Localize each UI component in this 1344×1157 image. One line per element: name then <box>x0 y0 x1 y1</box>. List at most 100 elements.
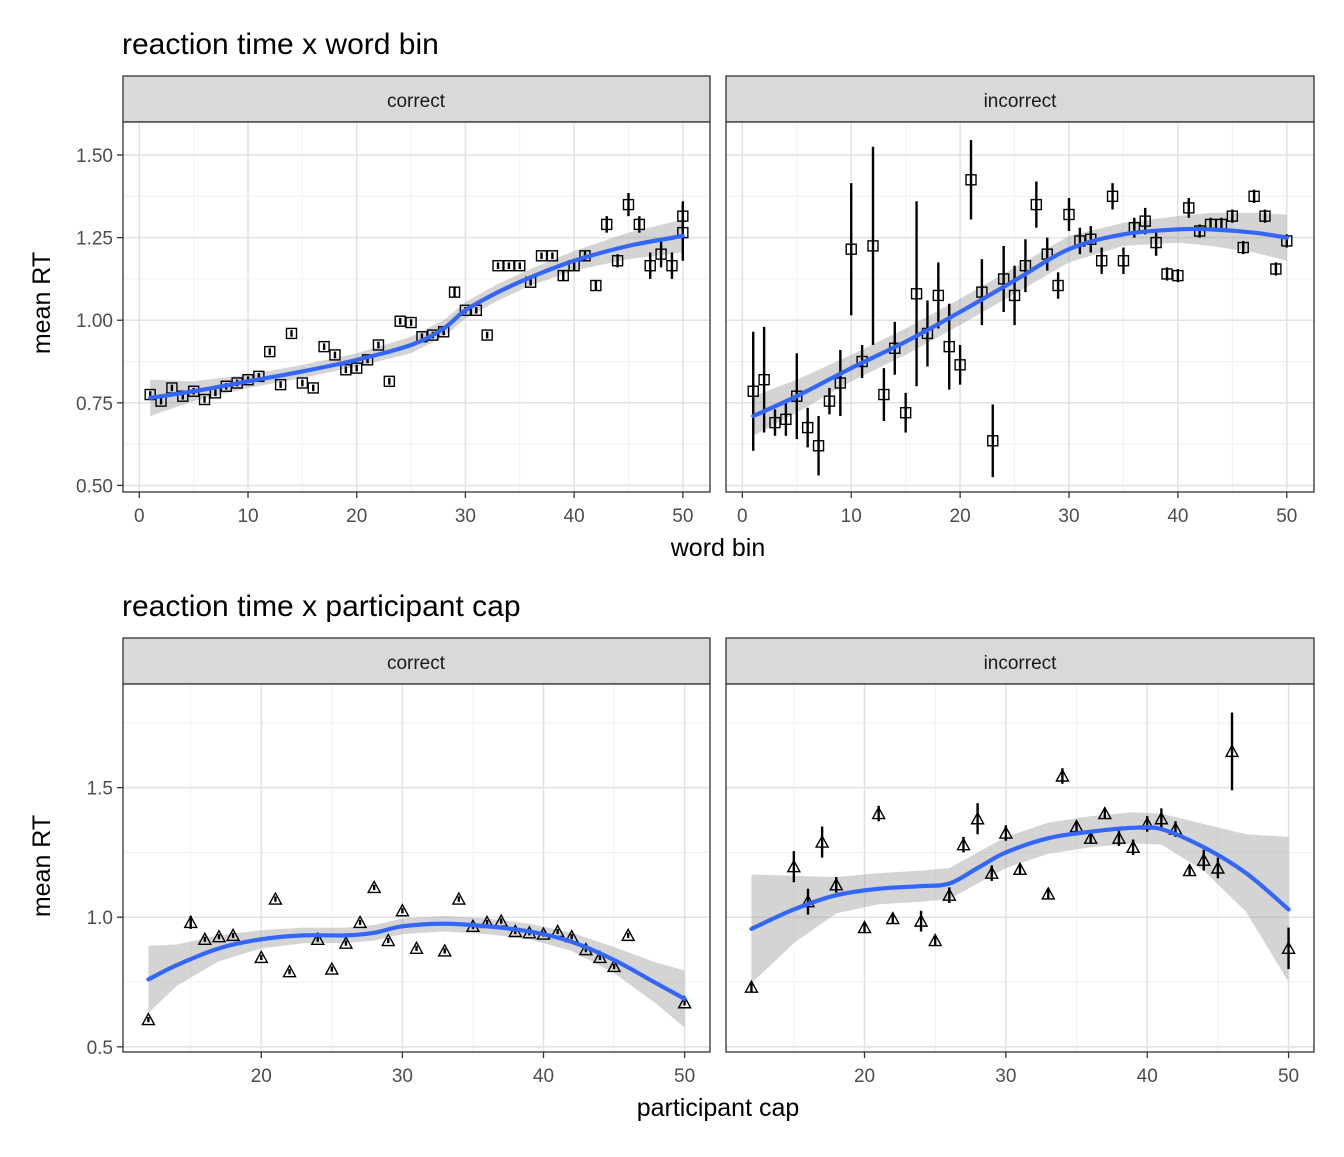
row1-incorrect-point <box>747 385 759 397</box>
row1-incorrect-point <box>1226 210 1239 222</box>
row1-correct-point <box>546 250 559 262</box>
row1-correct-panel-bg <box>123 122 710 492</box>
row1-correct-point <box>372 339 385 351</box>
row2-correct-panel-border <box>122 683 711 1053</box>
row2-correct-point <box>451 891 467 905</box>
row1-correct-point <box>198 393 211 406</box>
row1-incorrect-point <box>1270 263 1282 275</box>
row2-incorrect-point <box>744 979 759 993</box>
facet-strip-1-incorrect <box>725 75 1315 123</box>
row2-incorrect-x-tick-label: 50 <box>1278 1066 1299 1087</box>
row2-correct-point <box>620 927 636 942</box>
row1-correct-x-tick-label: 40 <box>564 506 585 527</box>
row1-incorrect-point <box>1172 269 1184 282</box>
row1-incorrect-point <box>758 373 770 386</box>
row1-incorrect-point <box>834 377 847 389</box>
row2-correct-point <box>395 903 410 917</box>
row2-incorrect-point <box>942 887 957 901</box>
row1-correct-point <box>351 362 363 374</box>
row2-correct-x-tick-label: 30 <box>392 1066 413 1087</box>
row2-correct-point <box>677 995 692 1009</box>
row1-incorrect-point <box>932 289 945 302</box>
row1-incorrect-point <box>769 416 781 429</box>
row1-correct-y-tick-label: 1.00 <box>76 311 113 332</box>
row2-correct-panel: 20 30 40 50 0.5 1.0 1.5 <box>87 683 711 1087</box>
row2-incorrect-panel: 20 30 40 50 <box>725 683 1315 1087</box>
row1-incorrect-smooth-line <box>751 226 1289 419</box>
row1-strip-correct: correct <box>387 91 446 112</box>
facet-strip-2-incorrect <box>725 637 1315 685</box>
row2-incorrect-point <box>1111 830 1127 844</box>
row2-incorrect-point <box>1097 806 1112 820</box>
row1-correct-point <box>644 260 656 272</box>
row1-correct-point <box>622 198 635 211</box>
row2-correct-point <box>409 940 424 955</box>
row1-incorrect-point <box>1259 210 1271 222</box>
row2-strip-incorrect: incorrect <box>984 653 1058 674</box>
row2-correct-point <box>268 891 283 905</box>
row2-correct-point <box>282 964 297 978</box>
row1-incorrect-point <box>878 388 890 401</box>
row1-x-axis-label: word bin <box>670 534 766 562</box>
row1-correct-point <box>481 329 493 341</box>
row2-incorrect-point <box>913 913 929 927</box>
row2-incorrect-point <box>1154 811 1169 825</box>
row1-correct-x-tick-label: 30 <box>455 506 476 527</box>
row2-incorrect-point <box>786 859 802 873</box>
row1-correct-point <box>492 260 504 272</box>
row2-correct-smooth-line <box>146 921 687 1001</box>
row2-incorrect-point <box>1182 863 1197 877</box>
row1-incorrect-point <box>801 421 814 434</box>
row1-incorrect-point <box>954 359 966 371</box>
row1-correct-point <box>514 260 526 272</box>
row1-incorrect-confidence-band <box>753 212 1287 436</box>
row1-incorrect-point <box>1106 190 1119 203</box>
row2-correct-point <box>211 929 227 943</box>
row2-correct-point <box>225 927 241 942</box>
row1-incorrect-panel: 0 10 20 30 40 50 <box>725 121 1315 527</box>
row1-incorrect-panel-border <box>725 121 1315 493</box>
row1-correct-x-tick-label: 10 <box>237 506 258 527</box>
row1-correct-point <box>405 316 417 329</box>
row1-incorrect-point <box>867 240 879 252</box>
row1-incorrect-x-tick-label: 50 <box>1276 506 1297 527</box>
row1-incorrect-x-tick-label: 40 <box>1167 506 1188 527</box>
row2-incorrect-x-tick-label: 30 <box>995 1066 1016 1087</box>
row1-incorrect-point <box>1117 255 1130 267</box>
row2-incorrect-point <box>857 920 872 934</box>
row1-correct-point <box>557 269 569 282</box>
row1-incorrect-point <box>987 435 999 447</box>
row1-incorrect-point <box>899 407 912 419</box>
row2-correct-x-tick-label: 50 <box>674 1066 695 1087</box>
row1-correct-y-tick-label: 1.50 <box>76 146 113 167</box>
row1-correct-point <box>394 315 406 327</box>
row2-incorrect-point <box>970 811 985 825</box>
row1-correct-point <box>296 377 309 389</box>
row2-incorrect-point <box>1196 852 1211 866</box>
row2-incorrect-smooth-line <box>749 825 1291 932</box>
row2-correct-point <box>324 961 340 975</box>
row1-incorrect-point <box>1019 260 1032 272</box>
row1-incorrect-point <box>1030 198 1043 211</box>
row2-correct-point <box>437 943 452 957</box>
row2-x-axis-label: participant cap <box>637 1094 800 1122</box>
row2-correct-point <box>197 931 213 945</box>
row2-y-axis-label: mean RT <box>28 815 56 917</box>
row2-incorrect-point <box>1083 830 1098 844</box>
row1-correct-point <box>274 378 287 391</box>
row1-correct-smooth-line <box>148 233 685 400</box>
row1-correct-point <box>459 304 472 317</box>
row1-incorrect-point <box>823 395 836 407</box>
row2-incorrect-point <box>928 933 943 947</box>
row1-incorrect-panel-bg <box>726 122 1314 492</box>
row2-incorrect-point <box>1210 860 1226 874</box>
row1-correct-y-tick-label: 0.75 <box>76 394 113 415</box>
row1-incorrect-point <box>1008 289 1021 302</box>
row2-correct-point <box>254 949 269 964</box>
row2-correct-point <box>183 914 198 929</box>
row2-incorrect-x-tick-label: 40 <box>1137 1066 1158 1087</box>
row1-correct-point <box>427 329 439 341</box>
row2-incorrect-point <box>1281 940 1296 955</box>
